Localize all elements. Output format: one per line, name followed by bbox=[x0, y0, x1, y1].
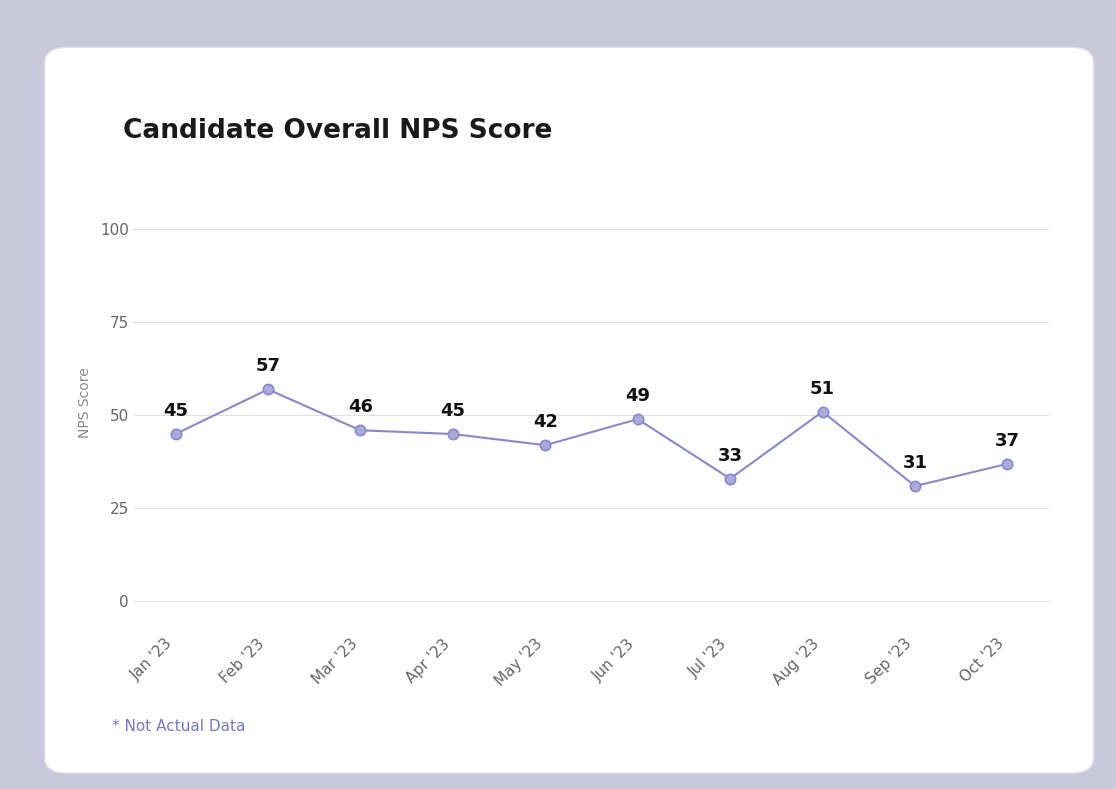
Y-axis label: NPS Score: NPS Score bbox=[78, 367, 92, 438]
Text: 57: 57 bbox=[256, 357, 280, 376]
Point bbox=[259, 383, 277, 395]
Point bbox=[721, 473, 739, 485]
Text: 49: 49 bbox=[625, 387, 651, 406]
Text: 37: 37 bbox=[995, 432, 1020, 450]
Text: 33: 33 bbox=[718, 447, 742, 465]
Text: * Not Actual Data: * Not Actual Data bbox=[112, 719, 246, 734]
Text: Candidate Overall NPS Score: Candidate Overall NPS Score bbox=[123, 118, 552, 144]
Text: 42: 42 bbox=[532, 413, 558, 432]
Text: 51: 51 bbox=[810, 380, 835, 398]
Text: 31: 31 bbox=[903, 454, 927, 472]
Text: 45: 45 bbox=[441, 402, 465, 420]
Point bbox=[166, 428, 184, 440]
Point bbox=[814, 406, 831, 418]
Point bbox=[444, 428, 462, 440]
Text: 45: 45 bbox=[163, 402, 187, 420]
Text: 46: 46 bbox=[348, 398, 373, 417]
Point bbox=[628, 413, 646, 425]
Point bbox=[352, 424, 369, 436]
Point bbox=[906, 480, 924, 492]
Point bbox=[999, 458, 1017, 470]
Point bbox=[537, 439, 555, 451]
